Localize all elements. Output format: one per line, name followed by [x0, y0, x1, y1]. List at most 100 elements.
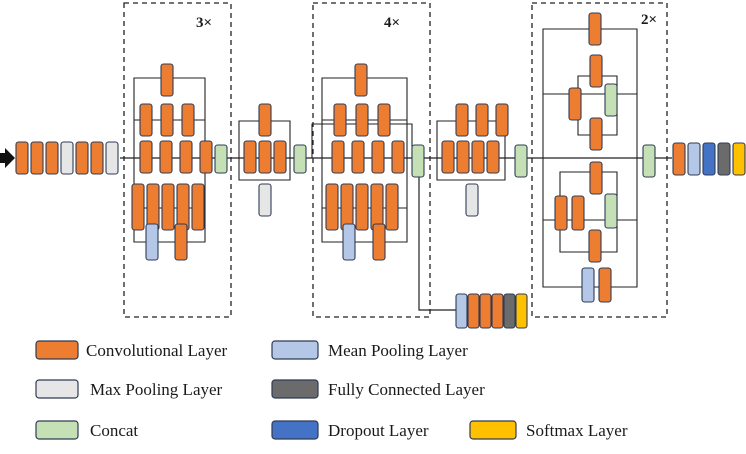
conv-layer [160, 103, 174, 137]
fc-layer [503, 293, 516, 329]
conv-layer [146, 183, 160, 231]
conv-layer [355, 183, 369, 231]
conv-layer [243, 140, 257, 174]
conv-layer [471, 140, 485, 174]
conv-layer [333, 103, 347, 137]
conv-layer [588, 229, 602, 263]
conv-layer [160, 63, 174, 97]
conv-layer [258, 140, 272, 174]
inception-c-dashed-box [531, 2, 668, 318]
conv-layer [191, 183, 205, 231]
conv-layer [372, 223, 386, 261]
conv-layer [377, 103, 391, 137]
conv-layer [441, 140, 455, 174]
concat-layer [642, 144, 656, 178]
legend-swatch-conv [35, 340, 79, 360]
legend-swatch-meanpool [271, 340, 319, 360]
conv-layer [273, 140, 287, 174]
conv-layer [199, 140, 213, 174]
repeat-blocks [123, 2, 668, 318]
conv-layer [589, 54, 603, 88]
legend-label-dropout: Dropout Layer [328, 421, 429, 440]
conv-layer [340, 183, 354, 231]
legend-swatch-concat [35, 420, 79, 440]
network-layers [15, 12, 746, 329]
conv-layer [475, 103, 489, 137]
legend-label-maxpool: Max Pooling Layer [90, 380, 223, 399]
legend-swatch-softmax [469, 420, 517, 440]
conv-layer [139, 103, 153, 137]
conv-layer [371, 140, 385, 174]
mean-pool-layer [455, 293, 468, 329]
legend-label-meanpool: Mean Pooling Layer [328, 341, 468, 360]
concat-layer [604, 83, 618, 117]
conv-layer [15, 141, 29, 175]
conv-layer [159, 140, 173, 174]
softmax-layer [732, 142, 746, 176]
concat-layer [411, 144, 425, 178]
conv-layer [391, 140, 405, 174]
legend-swatch-maxpool [35, 379, 79, 399]
legend-label-fc: Fully Connected Layer [328, 380, 485, 399]
conv-layer [589, 161, 603, 195]
conv-layer [467, 293, 480, 329]
concat-layer [514, 144, 528, 178]
conv-layer [588, 12, 602, 46]
concat-layer [604, 193, 618, 229]
conv-layer [491, 293, 504, 329]
legend: Convolutional Layer Max Pooling Layer Co… [35, 340, 628, 440]
conv-layer [456, 140, 470, 174]
conv-layer [385, 183, 399, 231]
input-arrow-icon [0, 148, 15, 168]
conv-layer [161, 183, 175, 231]
conv-layer [486, 140, 500, 174]
conv-layer [45, 141, 59, 175]
mean-pool-layer [581, 267, 595, 303]
conv-layer [331, 140, 345, 174]
legend-label-conv: Convolutional Layer [86, 341, 228, 360]
conv-layer [568, 87, 582, 121]
conv-layer [495, 103, 509, 137]
softmax-layer [515, 293, 528, 329]
max-pool-layer [465, 183, 479, 217]
inception-a-dashed-box [123, 2, 232, 318]
conv-layer [455, 103, 469, 137]
conv-layer [90, 141, 104, 175]
conv-layer [325, 183, 339, 231]
conv-layer [176, 183, 190, 231]
conv-layer [554, 195, 568, 231]
conv-layer [479, 293, 492, 329]
block-b-multiplier: 4× [384, 15, 400, 31]
inception-b-dashed-box [312, 2, 431, 318]
block-a-multiplier: 3× [196, 15, 212, 31]
concat-layer [293, 144, 307, 174]
legend-swatch-fc [271, 379, 319, 399]
mean-pool-layer [145, 223, 159, 261]
legend-swatch-dropout [271, 420, 319, 440]
legend-label-concat: Concat [90, 421, 138, 440]
conv-layer [355, 103, 369, 137]
conv-layer [139, 140, 153, 174]
mean-pool-layer [687, 142, 701, 176]
legend-label-softmax: Softmax Layer [526, 421, 628, 440]
conv-layer [258, 103, 272, 137]
conv-layer [354, 63, 368, 97]
conv-layer [131, 183, 145, 231]
concat-layer [214, 144, 228, 174]
max-pool-layer [258, 183, 272, 217]
conv-layer [571, 195, 585, 231]
conv-layer [174, 223, 188, 261]
max-pool-layer [60, 141, 74, 175]
fc-layer [717, 142, 731, 176]
conv-layer [370, 183, 384, 231]
mean-pool-layer [342, 223, 356, 261]
block-c-multiplier: 2× [641, 12, 657, 28]
conv-layer [179, 140, 193, 174]
conv-layer [181, 103, 195, 137]
conv-layer [75, 141, 89, 175]
dropout-layer [702, 142, 716, 176]
conv-layer [598, 267, 612, 303]
conv-layer [351, 140, 365, 174]
conv-layer [589, 117, 603, 151]
